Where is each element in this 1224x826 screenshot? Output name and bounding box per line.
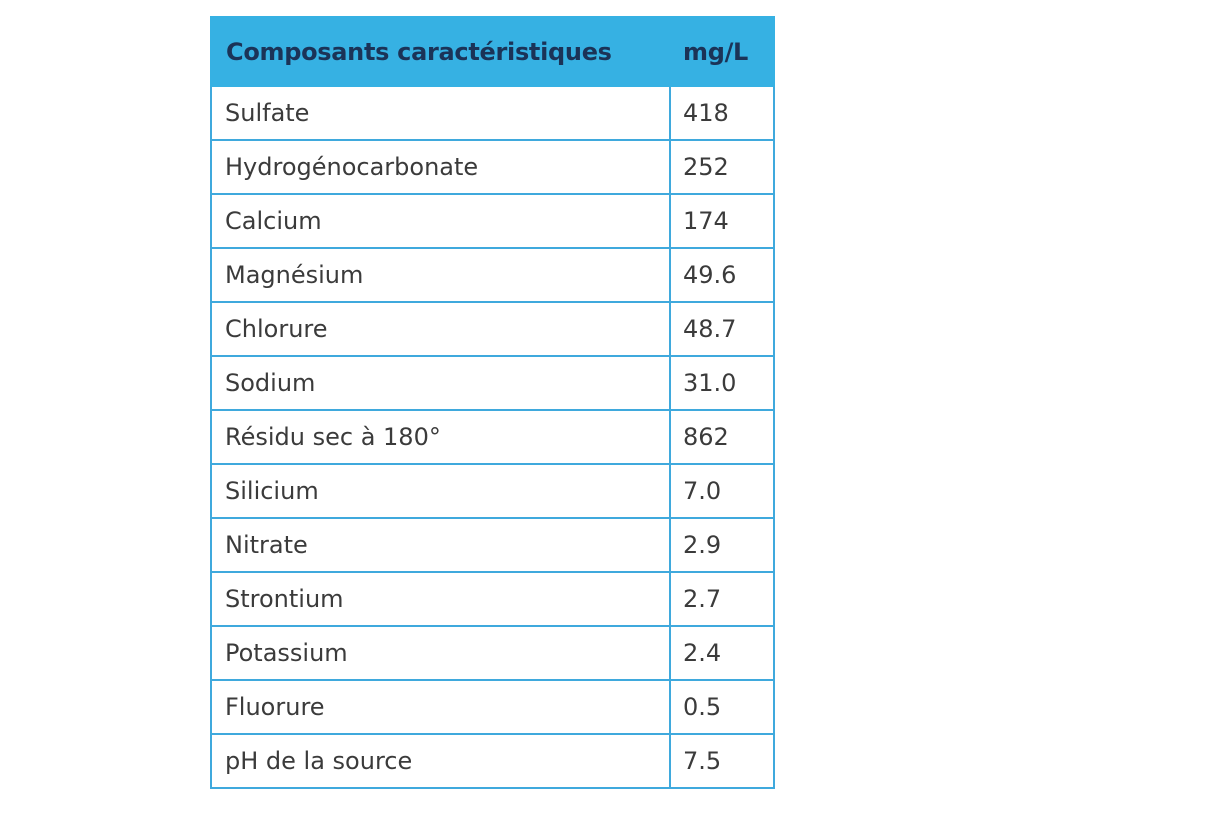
component-value: 7.0 xyxy=(669,463,775,519)
component-name: Sodium xyxy=(210,355,671,411)
component-name: Calcium xyxy=(210,193,671,249)
component-value: 0.5 xyxy=(669,679,775,735)
component-name: pH de la source xyxy=(210,733,671,789)
component-value: 31.0 xyxy=(669,355,775,411)
component-value: 174 xyxy=(669,193,775,249)
column-header: Composants caractéristiques xyxy=(210,16,671,87)
table-row: Sodium 31.0 xyxy=(210,355,775,411)
table-row: Sulfate 418 xyxy=(210,85,775,141)
composition-table: Composants caractéristiques mg/L Sulfate 4… xyxy=(210,16,775,789)
component-value: 2.7 xyxy=(669,571,775,627)
component-value: 49.6 xyxy=(669,247,775,303)
component-value: 418 xyxy=(669,85,775,141)
component-value: 48.7 xyxy=(669,301,775,357)
table-row: Fluorure 0.5 xyxy=(210,679,775,735)
table-row: Strontium 2.7 xyxy=(210,571,775,627)
component-value: 2.9 xyxy=(669,517,775,573)
table-row: Silicium 7.0 xyxy=(210,463,775,519)
table-container: Composants caractéristiques mg/L Sulfate 4… xyxy=(210,16,775,789)
component-name: Sulfate xyxy=(210,85,671,141)
component-value: 7.5 xyxy=(669,733,775,789)
component-value: 862 xyxy=(669,409,775,465)
header-row: Composants caractéristiques mg/L xyxy=(210,16,775,87)
component-name: Nitrate xyxy=(210,517,671,573)
component-name: Potassium xyxy=(210,625,671,681)
table-row: Chlorure 48.7 xyxy=(210,301,775,357)
table-row: Magnésium 49.6 xyxy=(210,247,775,303)
component-name: Résidu sec à 180° xyxy=(210,409,671,465)
component-value: 2.4 xyxy=(669,625,775,681)
column-header: mg/L xyxy=(669,16,775,87)
component-name: Silicium xyxy=(210,463,671,519)
table-body: Sulfate 418 Hydrogénocarbonate 252 Calcium 17… xyxy=(210,85,775,789)
component-name: Fluorure xyxy=(210,679,671,735)
component-name: Chlorure xyxy=(210,301,671,357)
component-value: 252 xyxy=(669,139,775,195)
table-row: pH de la source 7.5 xyxy=(210,733,775,789)
component-name: Magnésium xyxy=(210,247,671,303)
table-row: Résidu sec à 180° 862 xyxy=(210,409,775,465)
table-row: Hydrogénocarbonate 252 xyxy=(210,139,775,195)
table-row: Calcium 174 xyxy=(210,193,775,249)
table-row: Nitrate 2.9 xyxy=(210,517,775,573)
component-name: Strontium xyxy=(210,571,671,627)
table-row: Potassium 2.4 xyxy=(210,625,775,681)
component-name: Hydrogénocarbonate xyxy=(210,139,671,195)
